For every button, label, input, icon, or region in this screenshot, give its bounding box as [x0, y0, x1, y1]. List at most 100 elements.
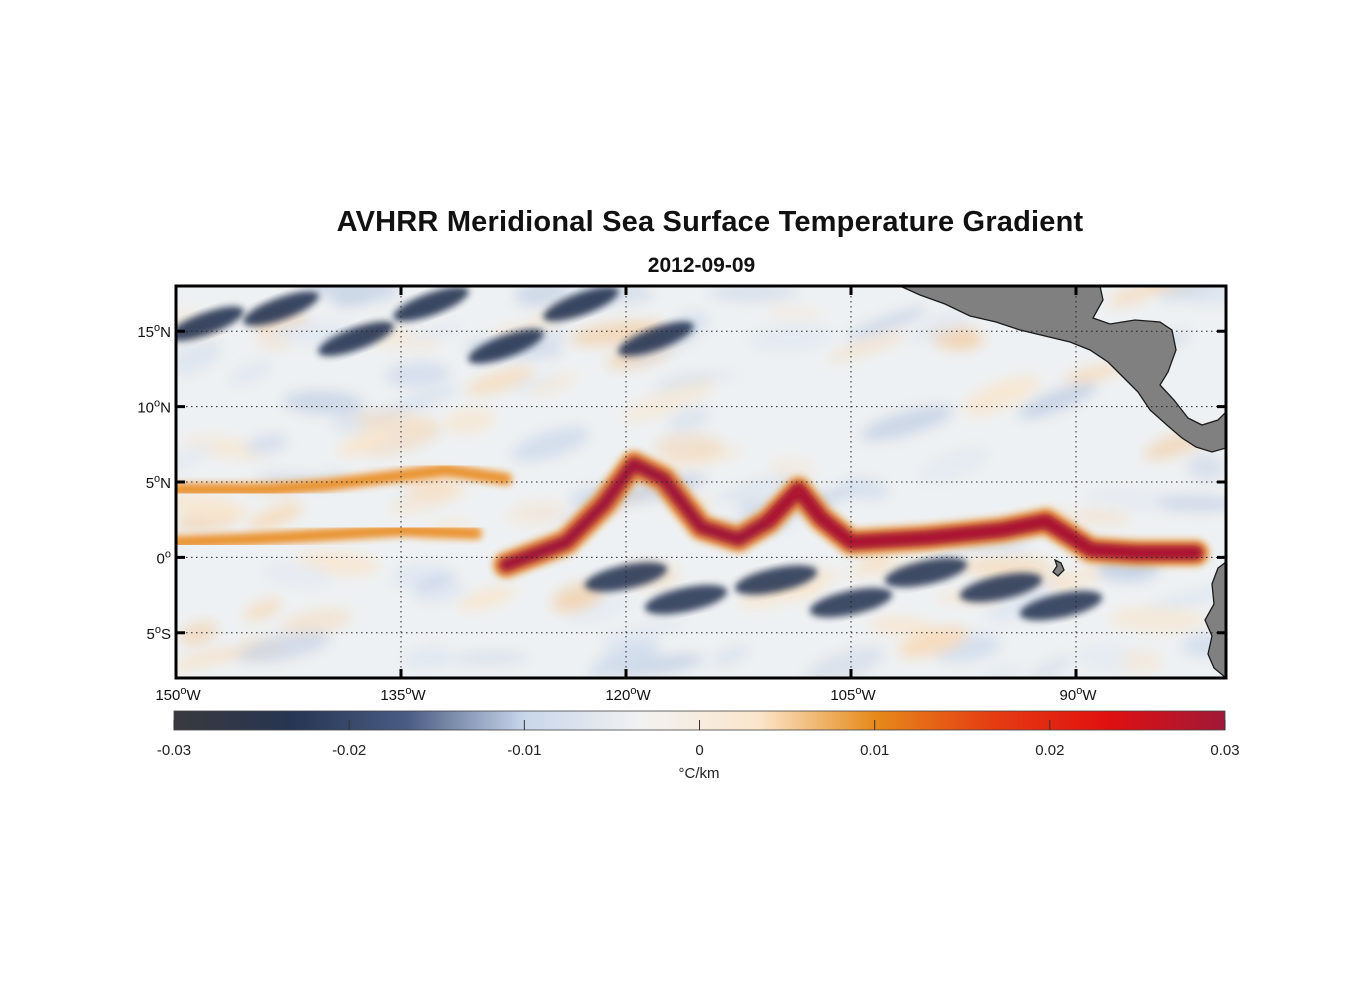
lat-label: 10oN — [137, 398, 171, 417]
texture-blob — [869, 617, 934, 635]
texture-blob — [281, 608, 352, 636]
texture-blob — [568, 595, 631, 623]
lat-label: 5oN — [146, 473, 171, 492]
chart-title: AVHRR Meridional Sea Surface Temperature… — [336, 206, 1084, 238]
texture-blob — [451, 651, 528, 665]
texture-blob — [507, 500, 567, 527]
colorbar-tick-label: 0.01 — [860, 742, 889, 759]
texture-blob — [805, 647, 885, 678]
cold-patch — [468, 329, 544, 364]
texture-blob — [963, 376, 1040, 415]
texture-blob — [511, 427, 590, 462]
cold-patch — [243, 291, 319, 326]
colorbar-tick-label: -0.03 — [157, 742, 191, 759]
texture-blob — [1109, 607, 1207, 632]
texture-blob — [767, 305, 822, 320]
cold-patch — [734, 565, 818, 595]
land-masses — [899, 286, 1226, 678]
texture-blob — [176, 443, 216, 482]
texture-blob — [414, 573, 456, 591]
texture-blob — [236, 631, 331, 663]
cold-patch — [176, 306, 244, 341]
cold-patch — [1019, 590, 1103, 621]
texture-blob — [176, 494, 249, 520]
texture-blob — [1018, 382, 1097, 419]
cold-patch — [959, 572, 1043, 603]
feature-positive — [176, 462, 513, 497]
texture-blob — [248, 502, 303, 532]
texture-blob — [828, 332, 907, 361]
front-core — [176, 466, 510, 493]
colorbar-tick-label: 0 — [695, 742, 703, 759]
texture-blob — [443, 409, 495, 434]
south-america-land — [1204, 561, 1226, 678]
colorbar-unit-label: °C/km — [679, 765, 720, 782]
texture-blob — [458, 586, 516, 611]
gradient-features — [176, 286, 1209, 621]
latitude-labels: 15oN 10oN 5oN 0o 5oS — [137, 322, 171, 643]
lat-label: 15oN — [137, 322, 171, 341]
texture-blob — [375, 386, 461, 418]
texture-blob — [243, 598, 283, 621]
texture-blob — [402, 646, 455, 670]
texture-blob — [339, 427, 390, 457]
texture-blob — [708, 286, 798, 302]
texture-blob — [529, 373, 580, 395]
texture-blob — [1120, 649, 1163, 674]
lon-label: 90oW — [1060, 685, 1098, 704]
texture-blob — [283, 390, 363, 414]
texture-blob — [986, 584, 1057, 622]
texture-blob — [1187, 454, 1225, 480]
colorbar-tick-label: 0.03 — [1210, 742, 1239, 759]
texture-blob — [589, 640, 660, 678]
cold-patch — [884, 557, 968, 588]
colorbar: -0.03 -0.02 -0.01 0 0.01 0.02 0.03 °C/km — [157, 710, 1240, 782]
central-america-land — [899, 286, 1226, 453]
cold-patch — [644, 584, 728, 615]
colorbar-tick-label: 0.02 — [1035, 742, 1064, 759]
texture-blob — [909, 309, 972, 344]
texture-blob — [1179, 286, 1226, 306]
map-plot-area — [176, 286, 1226, 678]
texture-blob — [898, 626, 969, 658]
texture-blob — [353, 411, 438, 432]
texture-blob — [245, 434, 289, 455]
texture-blob — [622, 378, 717, 423]
texture-blob — [609, 654, 705, 676]
texture-blob — [492, 322, 551, 339]
cold-patch — [543, 286, 619, 322]
texture-blob — [860, 405, 954, 441]
texture-blob — [1028, 656, 1073, 678]
texture-blob — [840, 477, 890, 501]
galapagos-island — [1052, 558, 1065, 577]
cold-patch — [809, 587, 893, 618]
colorbar-tick-label: -0.01 — [507, 742, 541, 759]
chart-subtitle: 2012-09-09 — [647, 254, 756, 277]
cold-patch — [393, 286, 469, 322]
cold-patch — [318, 321, 394, 356]
texture-blob — [179, 621, 218, 646]
longitude-labels: 150oW 135oW 120oW 105oW 90oW — [155, 685, 1097, 704]
lat-label: 0o — [157, 548, 171, 567]
texture-blob — [1157, 494, 1226, 513]
texture-blob — [981, 664, 1025, 678]
lon-label: 105oW — [830, 685, 876, 704]
feature-negative — [176, 286, 694, 364]
texture-blob — [956, 557, 1052, 574]
lon-label: 135oW — [380, 685, 426, 704]
texture-blob — [600, 621, 684, 643]
texture-blob — [176, 653, 234, 671]
texture-blob — [176, 354, 217, 378]
texture-blob — [919, 446, 990, 483]
colorbar-tick-label: -0.02 — [332, 742, 366, 759]
front-peak — [765, 486, 1200, 557]
texture-blob — [466, 366, 535, 396]
texture-blob — [1066, 509, 1131, 525]
texture-blob — [668, 406, 710, 432]
lon-label: 120oW — [605, 685, 651, 704]
colorbar-ticks: -0.03 -0.02 -0.01 0 0.01 0.02 0.03 — [157, 720, 1240, 759]
texture-blob — [405, 324, 462, 344]
front-core — [176, 526, 480, 546]
lon-label: 150oW — [155, 685, 201, 704]
map-ticks — [174, 286, 1226, 678]
